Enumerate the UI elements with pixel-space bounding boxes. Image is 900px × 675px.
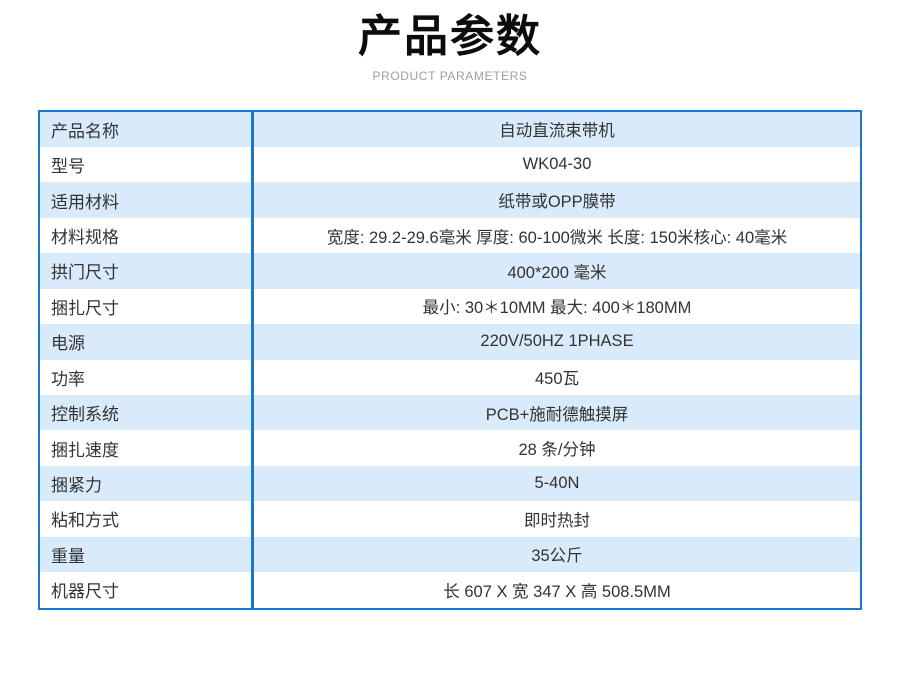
param-value: 自动直流束带机 bbox=[499, 122, 615, 141]
page-title: 产品参数 bbox=[358, 12, 542, 61]
table-row: 重量 35公斤 bbox=[40, 536, 860, 573]
param-label: 产品名称 bbox=[40, 111, 254, 148]
table-row: 捆紧力 5-40N bbox=[40, 465, 860, 502]
param-value: WK04-30 bbox=[522, 155, 592, 174]
table-row: 捆扎速度 28 条/分钟 bbox=[40, 430, 860, 466]
param-label: 粘和方式 bbox=[40, 501, 254, 537]
param-value: 35公斤 bbox=[531, 547, 583, 566]
param-label: 捆扎尺寸 bbox=[40, 288, 254, 325]
param-label: 机器尺寸 bbox=[40, 572, 254, 608]
table-row: 产品名称 自动直流束带机 bbox=[40, 111, 860, 148]
param-value: 宽度: 29.2-29.6毫米 厚度: 60-100微米 长度: 150米核心:… bbox=[326, 228, 788, 247]
table-row: 材料规格 宽度: 29.2-29.6毫米 厚度: 60-100微米 长度: 15… bbox=[40, 217, 860, 254]
param-label: 功率 bbox=[40, 359, 254, 395]
param-label: 电源 bbox=[40, 324, 254, 360]
param-label: 拱门尺寸 bbox=[40, 253, 254, 289]
param-value: PCB+施耐德触摸屏 bbox=[485, 405, 629, 424]
param-label: 材料规格 bbox=[40, 217, 254, 254]
param-value: 400*200 毫米 bbox=[507, 263, 607, 282]
spec-table: 产品名称 自动直流束带机 型号 WK04-30 适用材料 纸带或OPP膜带 材料… bbox=[38, 109, 862, 610]
table-row: 功率 450瓦 bbox=[40, 359, 860, 395]
table-row: 拱门尺寸 400*200 毫米 bbox=[40, 253, 860, 289]
param-value: 28 条/分钟 bbox=[518, 441, 596, 460]
table-row: 粘和方式 即时热封 bbox=[40, 501, 860, 537]
table-row: 电源 220V/50HZ 1PHASE bbox=[40, 324, 860, 360]
table-row: 机器尺寸 长 607 X 宽 347 X 高 508.5MM bbox=[40, 572, 860, 608]
param-value: 纸带或OPP膜带 bbox=[498, 193, 616, 212]
param-value: 220V/50HZ 1PHASE bbox=[480, 332, 634, 351]
table-row: 适用材料 纸带或OPP膜带 bbox=[40, 182, 860, 218]
page-subtitle: PRODUCT PARAMETERS bbox=[372, 68, 528, 83]
param-value: 最小: 30＊10MM 最大: 400＊180MM bbox=[422, 299, 692, 318]
param-label: 控制系统 bbox=[40, 394, 254, 431]
param-label: 重量 bbox=[40, 536, 254, 573]
param-value: 即时热封 bbox=[524, 511, 590, 530]
table-row: 控制系统 PCB+施耐德触摸屏 bbox=[40, 394, 860, 431]
table-row: 型号 WK04-30 bbox=[40, 147, 860, 183]
param-label: 适用材料 bbox=[40, 182, 254, 218]
param-value: 450瓦 bbox=[534, 370, 580, 389]
page-header: 产品参数 PRODUCT PARAMETERS bbox=[0, 0, 900, 83]
param-label: 捆紧力 bbox=[40, 465, 254, 502]
param-label: 型号 bbox=[40, 147, 254, 183]
param-value: 5-40N bbox=[534, 474, 580, 493]
param-label: 捆扎速度 bbox=[40, 430, 254, 466]
table-row: 捆扎尺寸 最小: 30＊10MM 最大: 400＊180MM bbox=[40, 288, 860, 325]
param-value: 长 607 X 宽 347 X 高 508.5MM bbox=[443, 582, 671, 601]
